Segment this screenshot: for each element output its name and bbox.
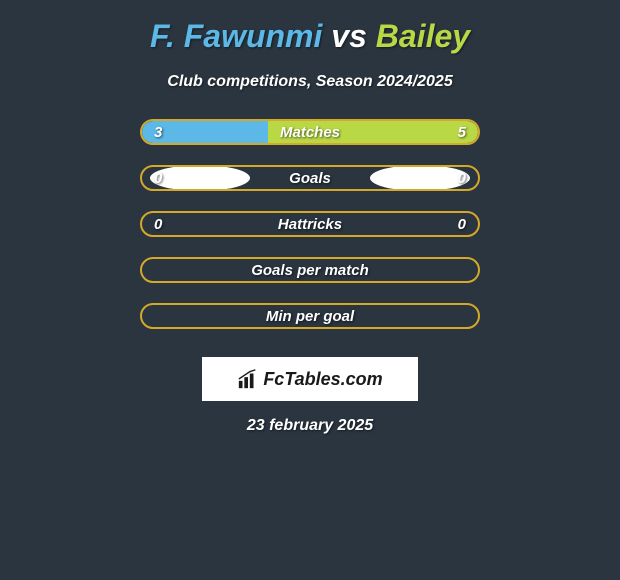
stat-value-left: 3 xyxy=(154,124,162,141)
stat-value-right: 0 xyxy=(458,216,466,233)
player2-name: Bailey xyxy=(376,18,470,54)
logo: FcTables.com xyxy=(237,368,382,390)
stat-row: Goals per match xyxy=(140,257,480,283)
stat-bar: Goals per match xyxy=(140,257,480,283)
stat-label: Hattricks xyxy=(278,216,342,233)
chart-icon xyxy=(237,368,259,390)
stat-value-right: 0 xyxy=(458,170,466,187)
stat-bar: 3 5 Matches xyxy=(140,119,480,145)
date-text: 23 february 2025 xyxy=(247,417,373,435)
stat-bar: Min per goal xyxy=(140,303,480,329)
logo-box: FcTables.com xyxy=(202,357,418,401)
stat-row: 0 0 Goals xyxy=(140,165,480,191)
stat-label: Matches xyxy=(280,124,340,141)
page-title: F. Fawunmi vs Bailey xyxy=(150,18,470,55)
subtitle: Club competitions, Season 2024/2025 xyxy=(167,73,452,91)
stat-row: 0 0 Hattricks xyxy=(140,211,480,237)
stat-value-left: 0 xyxy=(154,170,162,187)
stat-label: Min per goal xyxy=(266,308,354,325)
stat-bar: 0 0 Goals xyxy=(140,165,480,191)
player1-name: F. Fawunmi xyxy=(150,18,322,54)
stat-row: Min per goal xyxy=(140,303,480,329)
stats-area: 3 5 Matches 0 0 Goals 0 0 Hattricks Goals per mat… xyxy=(140,119,480,349)
stat-bar: 0 0 Hattricks xyxy=(140,211,480,237)
comparison-card: F. Fawunmi vs Bailey Club competitions, … xyxy=(0,0,620,445)
logo-text: FcTables.com xyxy=(263,369,382,390)
stat-label: Goals xyxy=(289,170,331,187)
vs-text: vs xyxy=(331,18,367,54)
stat-row: 3 5 Matches xyxy=(140,119,480,145)
stat-value-right: 5 xyxy=(458,124,466,141)
stat-value-left: 0 xyxy=(154,216,162,233)
stat-label: Goals per match xyxy=(251,262,369,279)
